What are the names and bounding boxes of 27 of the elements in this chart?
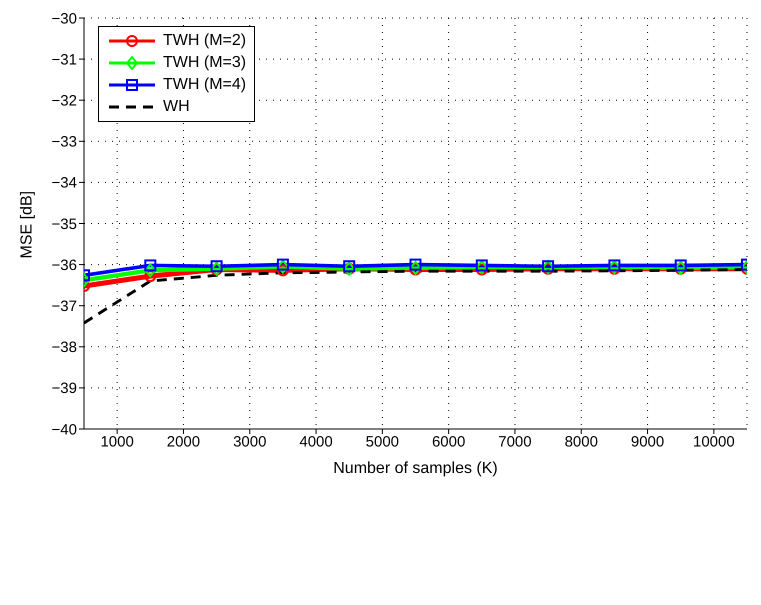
y-tick-label: −36: [52, 256, 77, 274]
x-tick-label: 4000: [299, 434, 333, 451]
x-tick-label: 6000: [432, 434, 466, 451]
y-tick-label: −31: [52, 51, 77, 68]
x-tick-label: 10000: [692, 434, 735, 451]
legend-label: TWH (M=4): [163, 76, 246, 94]
x-tick-label: 9000: [630, 434, 664, 451]
x-tick-label: 2000: [166, 434, 200, 451]
y-tick-label: −33: [52, 134, 77, 151]
legend-label: TWH (M=3): [163, 54, 246, 72]
y-tick-label: −35: [52, 216, 77, 233]
x-tick-label: 7000: [498, 434, 532, 451]
legend-label: WH: [163, 98, 190, 116]
y-tick-label: −39: [52, 380, 77, 398]
y-tick-label: −32: [52, 92, 77, 110]
y-tick-label: −40: [52, 421, 77, 438]
y-tick-label: −30: [52, 10, 77, 28]
x-tick-label: 3000: [233, 434, 266, 451]
x-tick-label: 5000: [366, 434, 400, 451]
y-tick-label: −37: [52, 298, 77, 316]
legend-label: TWH (M=2): [163, 32, 246, 50]
y-tick-label: −34: [52, 174, 77, 192]
x-tick-label: 1000: [100, 434, 134, 451]
y-tick-label: −38: [52, 339, 77, 356]
x-axis-title: Number of samples (K): [333, 460, 498, 477]
y-axis-title: MSE [dB]: [18, 190, 36, 258]
x-tick-label: 8000: [564, 434, 598, 451]
